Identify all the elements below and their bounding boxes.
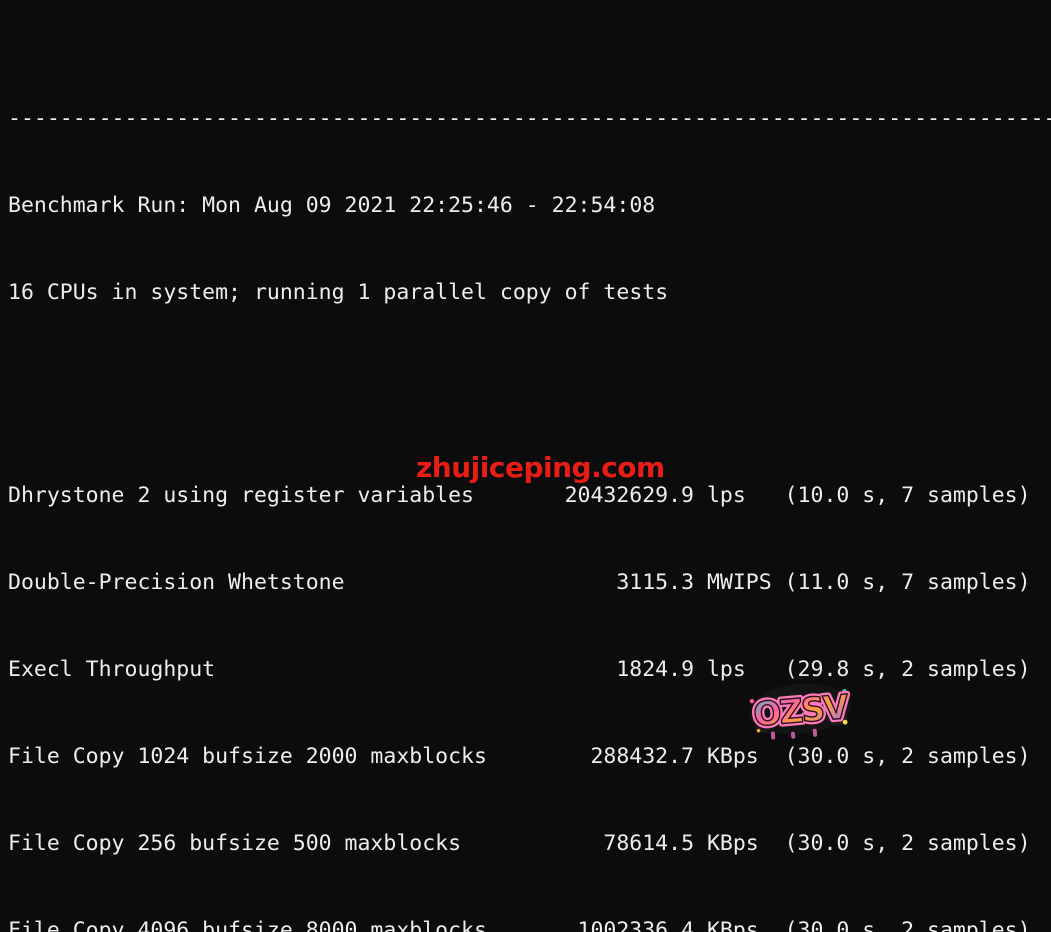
test-value: 288432.7 xyxy=(590,744,695,769)
result-row: Execl Throughput 1824.9 lps (29.8 s, 2 samp… xyxy=(8,655,1051,684)
test-unit: lps xyxy=(706,483,746,508)
watermark-site-text: zhujiceping.com xyxy=(416,451,665,484)
test-unit: MWIPS xyxy=(706,570,772,595)
test-detail: (30.0 s, 2 samples) xyxy=(784,918,1031,932)
result-row: Double-Precision Whetstone 3115.3 MWIPS (11… xyxy=(8,568,1051,597)
test-detail: (29.8 s, 2 samples) xyxy=(784,657,1031,682)
result-row: File Copy 1024 bufsize 2000 maxblocks 288… xyxy=(8,742,1051,771)
logo-spark xyxy=(842,719,848,725)
test-value: 1002336.4 xyxy=(577,918,695,932)
logo-drip xyxy=(770,731,776,740)
test-detail: (30.0 s, 2 samples) xyxy=(784,744,1031,769)
test-name: Dhrystone 2 using register variables xyxy=(8,483,474,508)
cpu-info-line: 16 CPUs in system; running 1 parallel co… xyxy=(8,280,669,305)
watermark-ozsv-logo: OZSV OZSV xyxy=(748,683,854,740)
benchmark-run-line: Benchmark Run: Mon Aug 09 2021 22:25:46 … xyxy=(8,193,656,218)
logo-drip xyxy=(812,728,818,737)
test-value: 78614.5 xyxy=(603,831,695,856)
result-row: File Copy 256 bufsize 500 maxblocks 78614… xyxy=(8,829,1051,858)
test-unit: lps xyxy=(706,657,746,682)
logo-blob xyxy=(827,709,848,726)
result-row: File Copy 4096 bufsize 8000 maxblocks 100… xyxy=(8,916,1051,932)
test-value: 20432629.9 xyxy=(564,483,695,508)
test-unit: KBps xyxy=(706,831,759,856)
logo-text: OZSV xyxy=(752,687,851,734)
logo-spark xyxy=(756,728,761,733)
result-row: Dhrystone 2 using register variables 2043… xyxy=(8,481,1051,510)
test-value: 3115.3 xyxy=(616,570,695,595)
test-name: Execl Throughput xyxy=(8,657,216,682)
top-divider-line: ----------------------------------------… xyxy=(8,106,1051,131)
logo-spark xyxy=(842,689,847,694)
test-name: File Copy 256 bufsize 500 maxblocks xyxy=(8,831,462,856)
test-unit: KBps xyxy=(706,744,759,769)
test-value: 1824.9 xyxy=(616,657,695,682)
test-unit: KBps xyxy=(706,918,759,932)
logo-background-blob xyxy=(748,683,851,735)
test-name: File Copy 1024 bufsize 2000 maxblocks xyxy=(8,744,487,769)
blank-line xyxy=(8,365,1051,394)
test-name: File Copy 4096 bufsize 8000 maxblocks xyxy=(8,918,487,932)
test-detail: (30.0 s, 2 samples) xyxy=(784,831,1031,856)
benchmark-report: ----------------------------------------… xyxy=(8,46,1051,932)
logo-spark xyxy=(749,698,755,704)
test-detail: (10.0 s, 7 samples) xyxy=(784,483,1031,508)
test-name: Double-Precision Whetstone xyxy=(8,570,345,595)
test-detail: (11.0 s, 7 samples) xyxy=(784,570,1031,595)
logo-drip xyxy=(790,731,796,739)
